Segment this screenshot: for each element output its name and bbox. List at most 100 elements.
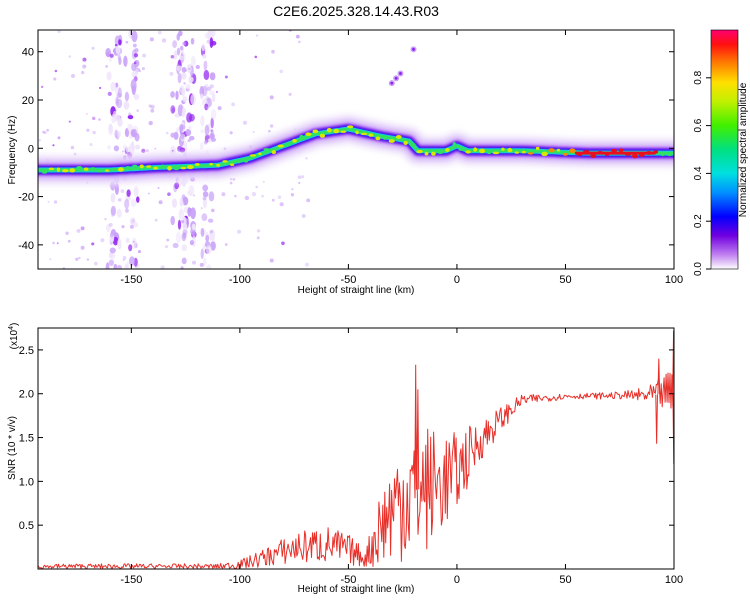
- colorbar-tick-label: 0.8: [693, 70, 704, 84]
- noise-dot: [209, 72, 216, 81]
- noise-speck: [157, 186, 160, 190]
- noise-speck: [47, 200, 50, 203]
- noise-speck: [104, 217, 107, 221]
- noise-dot: [173, 50, 178, 60]
- noise-speck: [255, 34, 259, 37]
- snr-spike: [416, 389, 420, 490]
- noise-speck: [237, 229, 242, 234]
- noise-speck: [160, 265, 165, 269]
- svg-text:(x104): (x104): [8, 323, 20, 350]
- noise-speck: [92, 130, 96, 135]
- noise-speck: [288, 92, 292, 96]
- ridge-core-blob: [209, 162, 213, 166]
- ridge-core-blob: [548, 148, 555, 153]
- noise-dot: [205, 245, 212, 255]
- noise-speck: [234, 194, 237, 198]
- ridge-core-blob: [222, 160, 228, 163]
- noise-speck: [70, 145, 75, 150]
- ridge-core-blob: [347, 125, 354, 129]
- noise-speck: [154, 147, 157, 150]
- noise-dot: [202, 191, 209, 198]
- noise-speck: [182, 41, 187, 46]
- noise-speck: [295, 34, 300, 39]
- ridge-core-blob: [312, 129, 319, 134]
- snr-y-multiplier: (x104): [8, 323, 20, 350]
- ridge-core-blob: [139, 164, 144, 169]
- noise-speck: [52, 241, 55, 245]
- noise-speck: [183, 82, 186, 85]
- noise-dot: [190, 93, 197, 106]
- figure-title: C2E6.2025.328.14.43.R03: [273, 3, 439, 19]
- ridge-core-blob: [355, 130, 359, 135]
- noise-dot: [202, 54, 207, 59]
- noise-speck: [232, 178, 236, 181]
- noise-speck: [80, 226, 85, 231]
- ridge-core-blob: [666, 152, 673, 157]
- noise-dot: [109, 251, 116, 260]
- snr-multiplier-exponent: 4: [8, 326, 15, 330]
- noise-dot: [180, 72, 187, 80]
- noise-dot: [209, 133, 215, 140]
- ridge-green: [38, 127, 674, 172]
- ridge-core-blob: [146, 165, 152, 168]
- noise-speck: [53, 200, 58, 204]
- ridge-core-blob: [416, 149, 423, 154]
- noise-speck: [158, 200, 163, 205]
- noise-speck: [206, 39, 211, 44]
- y-tick-label: -20: [18, 192, 34, 204]
- noise-dot: [187, 207, 192, 217]
- noise-speck: [209, 84, 214, 89]
- ridge-core-blob: [340, 130, 347, 133]
- noise-speck: [229, 131, 233, 135]
- noise-speck: [91, 242, 95, 246]
- ridge-core-blob: [249, 154, 257, 157]
- noise-speck: [268, 129, 271, 133]
- ridge-core-blob: [117, 167, 124, 172]
- noise-speck: [297, 175, 302, 180]
- ridge-core-blob: [360, 132, 368, 136]
- noise-speck: [81, 70, 85, 75]
- snr-line-layer: [38, 330, 674, 569]
- ridge-core-blob: [556, 148, 561, 152]
- noise-speck: [298, 40, 301, 44]
- noise-speck: [108, 222, 113, 227]
- noise-speck: [230, 178, 233, 181]
- noise-speck: [215, 90, 218, 93]
- noise-speck: [43, 131, 47, 135]
- noise-dot: [110, 192, 116, 203]
- noise-speck: [255, 185, 258, 189]
- noise-dot: [210, 40, 217, 46]
- noise-speck: [279, 69, 284, 74]
- ridge-core-blob: [271, 150, 276, 155]
- noise-dot: [172, 242, 179, 249]
- noise-dot: [105, 262, 110, 269]
- noise-speck: [67, 239, 71, 243]
- ridge-core-blob: [473, 147, 478, 152]
- noise-dot: [133, 222, 139, 228]
- ridge-core-blob: [631, 153, 638, 159]
- noise-speck: [139, 69, 142, 73]
- noise-speck: [105, 64, 109, 68]
- noise-dot: [116, 208, 122, 218]
- snr-multiplier-base: (x10: [9, 329, 20, 349]
- noise-speck: [40, 85, 44, 89]
- ridge-core-blob: [186, 164, 194, 170]
- ridge-core-blob: [487, 151, 492, 155]
- noise-speck: [76, 228, 81, 233]
- noise-dot: [186, 112, 193, 123]
- noise-speck: [202, 196, 207, 201]
- noise-dot: [190, 37, 195, 45]
- noise-speck: [100, 238, 105, 243]
- y-tick-label: 40: [22, 47, 34, 59]
- noise-speck: [150, 108, 155, 113]
- noise-dot: [190, 207, 196, 220]
- x-tick-label: -150: [120, 274, 142, 286]
- snr-x-label: Height of straight line (km): [298, 584, 415, 595]
- noise-speck: [252, 130, 255, 134]
- noise-speck: [154, 218, 158, 222]
- ridge-core-blob: [90, 167, 97, 171]
- noise-streak: [122, 30, 141, 269]
- noise-speck: [57, 136, 61, 140]
- ridge-core-blob: [153, 166, 159, 170]
- noise-dot: [185, 128, 192, 137]
